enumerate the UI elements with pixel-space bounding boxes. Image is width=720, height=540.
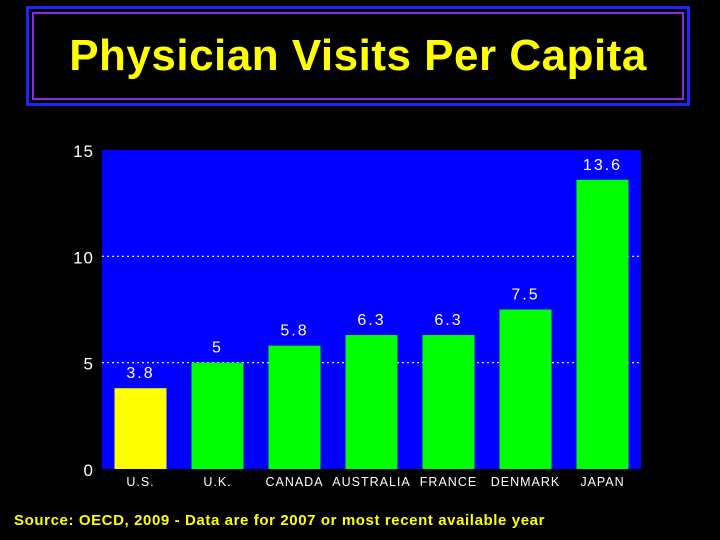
category-label: U.S. bbox=[126, 475, 154, 489]
category-label: DENMARK bbox=[491, 475, 561, 489]
title-banner: Physician Visits Per Capita bbox=[26, 6, 690, 106]
value-label: 6.3 bbox=[357, 312, 385, 329]
bar bbox=[576, 179, 629, 470]
bar bbox=[422, 335, 475, 469]
bar bbox=[268, 345, 321, 469]
bar bbox=[191, 362, 244, 469]
bar bbox=[345, 335, 398, 469]
chart-title: Physician Visits Per Capita bbox=[69, 31, 647, 80]
value-label: 5.8 bbox=[280, 323, 308, 340]
value-label: 6.3 bbox=[434, 312, 462, 329]
value-label: 13.6 bbox=[583, 157, 622, 174]
y-tick-label: 15 bbox=[73, 142, 94, 161]
value-labels: 3.8 5 5.8 6.3 6.3 7.5 13.6 bbox=[126, 157, 622, 382]
y-axis-ticks: 0 5 10 15 bbox=[73, 142, 94, 480]
category-label: CANADA bbox=[265, 475, 323, 489]
y-tick-label: 10 bbox=[73, 248, 94, 267]
value-label: 7.5 bbox=[511, 287, 539, 304]
y-tick-label: 0 bbox=[84, 461, 94, 480]
source-note: Source: OECD, 2009 - Data are for 2007 o… bbox=[14, 512, 546, 529]
category-label: JAPAN bbox=[580, 475, 624, 489]
category-label: AUSTRALIA bbox=[332, 475, 410, 489]
value-label: 3.8 bbox=[126, 365, 154, 382]
y-tick-label: 5 bbox=[84, 355, 94, 374]
value-label: 5 bbox=[212, 340, 223, 357]
bar bbox=[499, 309, 552, 469]
bar bbox=[114, 388, 167, 469]
category-label: FRANCE bbox=[420, 475, 477, 489]
bars bbox=[114, 179, 629, 470]
category-label: U.K. bbox=[203, 475, 231, 489]
x-axis-categories: U.S. U.K. CANADA AUSTRALIA FRANCE DENMARK JAPA… bbox=[126, 475, 624, 489]
